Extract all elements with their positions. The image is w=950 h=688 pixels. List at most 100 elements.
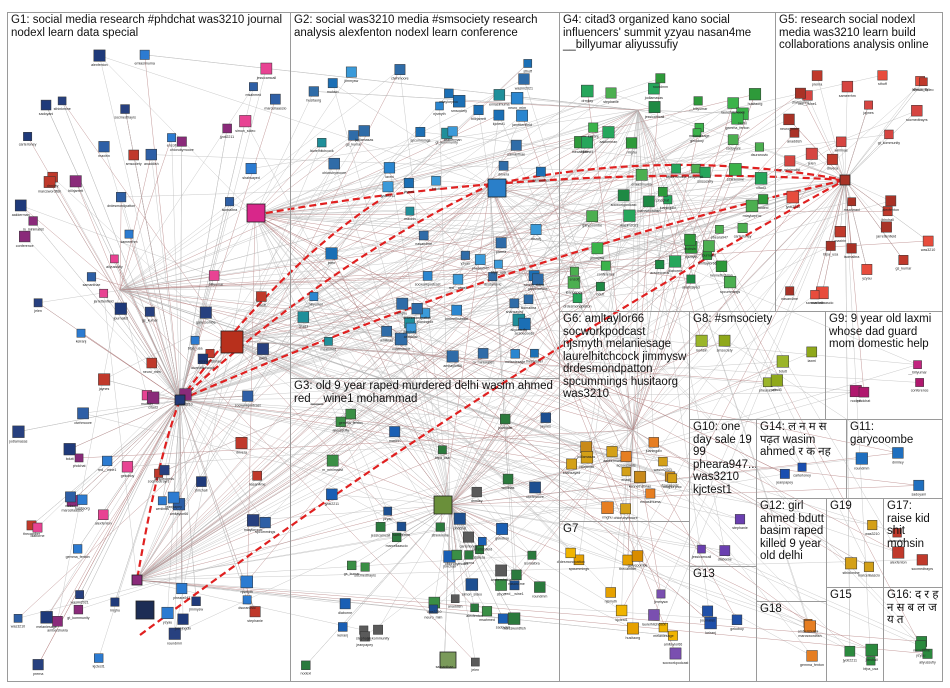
edge — [82, 413, 451, 506]
node-label: laurelhitchcock — [191, 366, 215, 370]
edge — [254, 133, 447, 216]
node-avatar — [784, 155, 796, 167]
node-avatar — [345, 66, 357, 78]
edge — [632, 169, 736, 431]
node-label: anaddish — [404, 335, 419, 339]
node-label: mohsin — [696, 349, 708, 353]
edge — [719, 179, 846, 230]
edge — [489, 184, 803, 468]
node-label: marcswordfish — [637, 209, 660, 213]
edge — [119, 92, 612, 291]
group-title-g12: G12: girl ahmed bdutt basim raped killed… — [760, 500, 828, 562]
edge — [662, 179, 846, 193]
edge — [489, 184, 918, 365]
node-avatar — [620, 451, 632, 462]
node-avatar — [63, 443, 76, 456]
node-avatar — [805, 147, 818, 160]
edge — [119, 198, 764, 291]
node-label: msahmed — [246, 93, 262, 97]
node-label: melaniesage — [689, 134, 709, 138]
edge — [103, 399, 181, 515]
group-title-g15: G15 — [830, 589, 852, 601]
node-avatar — [806, 650, 818, 662]
edge — [103, 146, 181, 401]
edge — [844, 80, 921, 181]
node-label: dlaborne — [718, 558, 732, 562]
node-avatar — [114, 302, 127, 315]
node-avatar — [465, 578, 479, 591]
edge — [136, 195, 624, 581]
node-label: jbirchall — [881, 218, 894, 222]
edge — [254, 75, 883, 216]
node-label: jelen — [471, 668, 480, 672]
node-label: sadoyani — [39, 112, 54, 116]
node-avatar — [806, 346, 818, 358]
node-avatar — [663, 195, 673, 205]
node-label: enzofj — [570, 278, 580, 282]
node-label: enzofj — [167, 144, 177, 148]
node-label: ohiorubymoore — [170, 148, 194, 152]
node-avatar — [179, 388, 192, 401]
edge — [119, 114, 500, 291]
node-label: spcummings — [255, 530, 275, 534]
node-avatar — [76, 328, 86, 338]
node-avatar — [110, 597, 120, 607]
edge — [653, 179, 846, 616]
edge — [449, 132, 795, 506]
edge — [72, 399, 181, 501]
edge — [57, 399, 181, 622]
node-avatar — [495, 579, 507, 591]
node-avatar — [779, 468, 790, 479]
node-label: yzyau — [862, 277, 871, 281]
node-avatar — [865, 643, 878, 657]
group-title-g8: G8: #smsociety — [693, 313, 773, 325]
node-label: roundmm — [653, 85, 668, 89]
node-label: wmlinas — [156, 507, 169, 511]
edge — [136, 579, 674, 636]
node-avatar — [915, 640, 927, 652]
node-avatar — [834, 226, 846, 238]
node-avatar — [734, 514, 746, 525]
node-label: ambershukla — [491, 578, 512, 582]
node-label: drmiley — [47, 184, 59, 188]
node-label: mtaylorproc — [743, 214, 762, 218]
group-title-g2: G2: social was3210 media #smsociety rese… — [294, 14, 541, 39]
node-label: ohiorubymoore — [445, 562, 469, 566]
node-label: drdesmondpatton — [557, 560, 585, 564]
node-label: conference — [392, 347, 410, 351]
node-label: sthinkmine — [54, 107, 71, 111]
node-label: jessicamcall — [256, 76, 277, 80]
node-label: mtaylorproc — [663, 485, 682, 489]
node-avatar — [532, 273, 544, 286]
edge — [82, 399, 181, 500]
node-label: jyoti2211 — [324, 502, 339, 506]
node-avatar — [655, 73, 666, 84]
node-label: kjctest1 — [581, 150, 593, 154]
node-avatar — [493, 89, 506, 101]
node-avatar — [317, 138, 327, 148]
node-label: keiranj — [705, 631, 716, 635]
node-avatar — [509, 298, 520, 309]
node-avatar — [588, 122, 599, 133]
node-avatar — [383, 162, 396, 174]
node-label: jimmysw — [344, 79, 359, 83]
node-avatar — [783, 113, 795, 126]
node-avatar — [724, 276, 737, 289]
node-label: phdchat — [73, 464, 86, 468]
node-label: nodexl — [301, 672, 312, 676]
node-avatar — [477, 348, 489, 359]
node-avatar — [919, 77, 928, 87]
edge — [229, 339, 920, 383]
edge — [844, 86, 848, 181]
group-box-g9: G9: 9 year old laxmi whose dad guard mom… — [825, 311, 943, 420]
edge — [489, 114, 500, 186]
edge — [844, 81, 924, 181]
node-label: mtaylorproc — [244, 528, 263, 532]
node-label: carterloney — [734, 235, 752, 239]
node-avatar — [161, 606, 174, 619]
node-label: jaynes — [403, 190, 415, 194]
node-avatar — [98, 509, 109, 520]
node-label: ambershukla — [798, 630, 819, 634]
edge — [830, 179, 846, 246]
edge — [229, 339, 613, 452]
